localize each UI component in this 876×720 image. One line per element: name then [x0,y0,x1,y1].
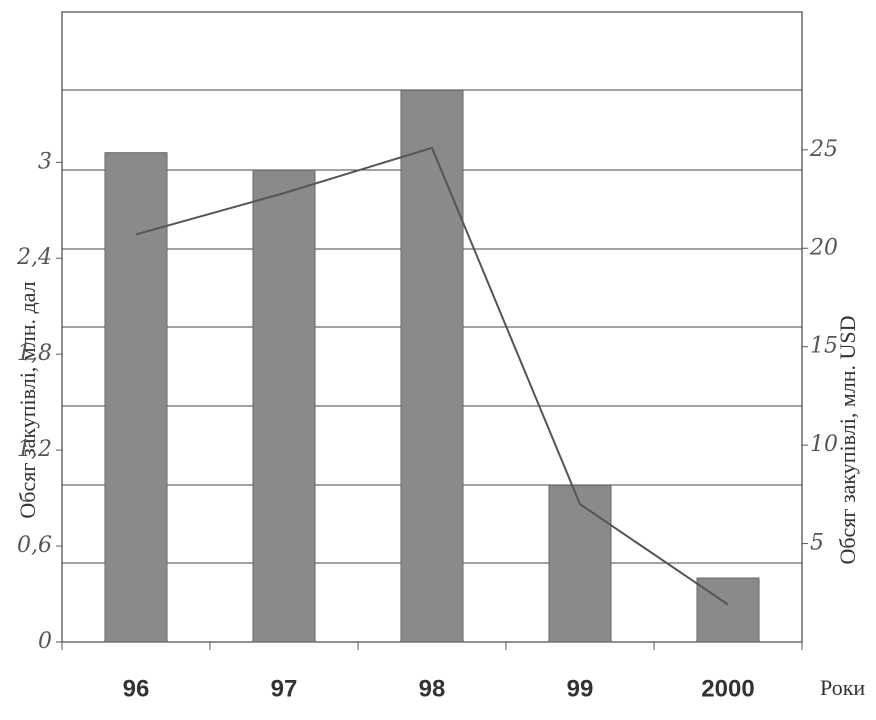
y-tick-label: 1,8 [17,341,52,366]
x-tick-label: 97 [271,675,298,702]
y-tick-label: 1,2 [17,437,52,462]
bar [696,577,760,643]
bar [252,169,316,643]
y2-tick-label: 15 [810,334,838,359]
y2-tick-label: 20 [809,235,838,260]
y-tick-label: 0,6 [17,533,52,558]
y2-tick-label: 25 [809,137,838,162]
x-tick-label: 98 [419,675,446,702]
y2-tick-label: 10 [810,432,838,457]
bar [104,152,168,643]
x-tick-label: 96 [123,675,150,702]
x-tick-label: 2000 [701,675,754,702]
y-tick-label: 3 [38,149,52,174]
y2-axis-label: Обсяг закупівлі, млн. USD [835,315,860,564]
grid [62,89,802,564]
x-axis-label: Роки [820,675,865,700]
y-tick-label: 0 [38,629,52,654]
line [135,146,729,606]
y-tick-label: 2,4 [16,245,52,270]
bar [548,484,612,643]
x-tick-label: 99 [567,675,594,702]
y2-tick-label: 5 [810,531,824,556]
bar [400,89,464,643]
y-axis-label: Обсяг закупівлі, млн. дал [15,281,40,518]
